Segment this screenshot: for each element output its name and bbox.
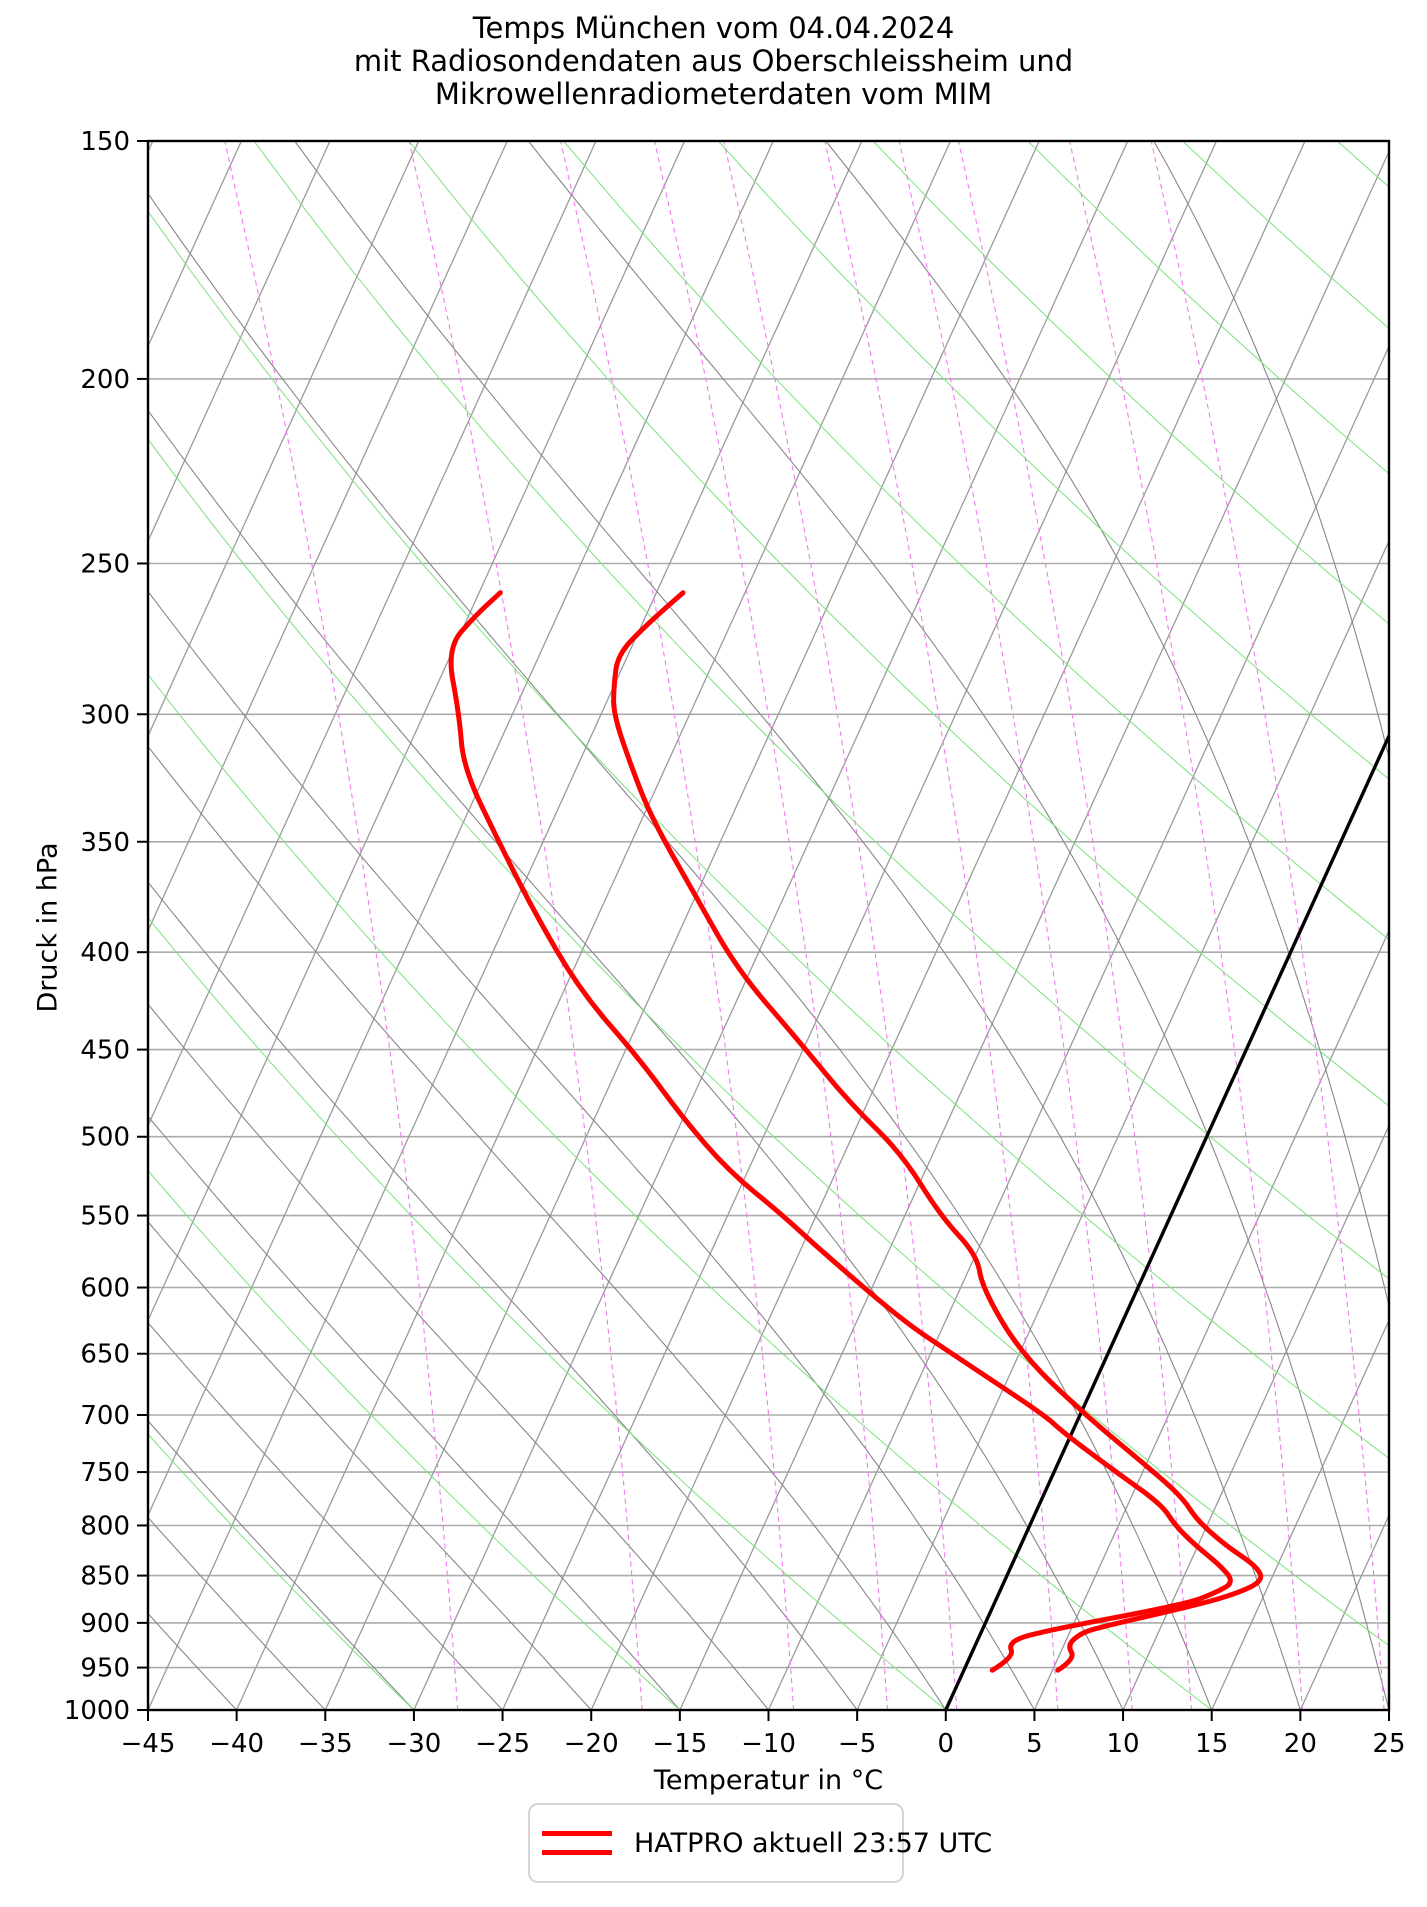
- title-line-1: Temps München vom 04.04.2024: [472, 11, 955, 45]
- legend-label: HATPRO aktuell 23:57 UTC: [634, 1827, 993, 1859]
- x-tick-label: −15: [652, 1729, 707, 1759]
- x-tick-label: −25: [475, 1729, 530, 1759]
- y-tick-label: 250: [80, 549, 130, 579]
- temperature-curve: [611, 590, 1264, 1673]
- x-tick-label: −45: [121, 1729, 176, 1759]
- y-tick-label: 500: [80, 1123, 130, 1153]
- y-tick-label: 350: [80, 828, 130, 858]
- y-tick-label: 900: [80, 1609, 130, 1639]
- title-line-3: Mikrowellenradiometerdaten vom MIM: [434, 77, 993, 111]
- y-axis-label: Druck in hPa: [32, 842, 64, 1013]
- legend-red-line-icon: [542, 1831, 612, 1836]
- y-tick-label: 200: [80, 365, 130, 395]
- x-tick-label: 0: [938, 1729, 955, 1759]
- legend-box: HATPRO aktuell 23:57 UTC: [528, 1803, 992, 1883]
- y-tick-label: 150: [80, 127, 130, 157]
- y-tick-label: 1000: [64, 1696, 130, 1726]
- dewpoint-curve: [448, 590, 1233, 1673]
- x-tick-label: 15: [1195, 1729, 1228, 1759]
- y-tick-label: 600: [80, 1274, 130, 1304]
- x-tick-label: 10: [1107, 1729, 1140, 1759]
- x-tick-label: −20: [564, 1729, 619, 1759]
- title-line-2: mit Radiosondendaten aus Oberschleisshei…: [353, 44, 1074, 78]
- dry-adiabat-lines: [148, 141, 1389, 1710]
- y-tick-label: 400: [80, 938, 130, 968]
- x-tick-label: −30: [386, 1729, 441, 1759]
- x-tick-label: −35: [298, 1729, 353, 1759]
- y-tick-label: 300: [80, 700, 130, 730]
- y-tick-label: 650: [80, 1340, 130, 1370]
- isobar-gridlines: [148, 378, 1389, 1669]
- y-tick-label: 450: [80, 1036, 130, 1066]
- x-tick-label: 20: [1284, 1729, 1317, 1759]
- x-axis-label: Temperatur in °C: [653, 1765, 884, 1796]
- x-tick-label: −10: [741, 1729, 796, 1759]
- chart-title: Temps München vom 04.04.2024 mit Radioso…: [0, 12, 1427, 111]
- x-tick-label: 25: [1372, 1729, 1405, 1759]
- axis-ticks: [137, 140, 1390, 1721]
- y-tick-label: 800: [80, 1511, 130, 1541]
- y-tick-label: 750: [80, 1458, 130, 1488]
- x-tick-label: 5: [1026, 1729, 1043, 1759]
- y-tick-label: 550: [80, 1202, 130, 1232]
- y-tick-label: 700: [80, 1401, 130, 1431]
- x-tick-label: −40: [209, 1729, 264, 1759]
- plot-frame: [146, 139, 1391, 1712]
- zero-isotherm-line: [944, 731, 1389, 1710]
- axis-tick-labels: −45 −40 −35 −30 −25 −20 −15 −10 −5 0 5 10 15 20 25 150 2…: [64, 127, 1406, 1759]
- y-tick-label: 950: [80, 1654, 130, 1684]
- mixing-ratio-lines: [224, 141, 1385, 1710]
- y-tick-label: 850: [80, 1562, 130, 1592]
- legend-line-swatch: [542, 1831, 612, 1855]
- x-tick-label: −5: [838, 1729, 876, 1759]
- legend-red-line-icon: [542, 1850, 612, 1855]
